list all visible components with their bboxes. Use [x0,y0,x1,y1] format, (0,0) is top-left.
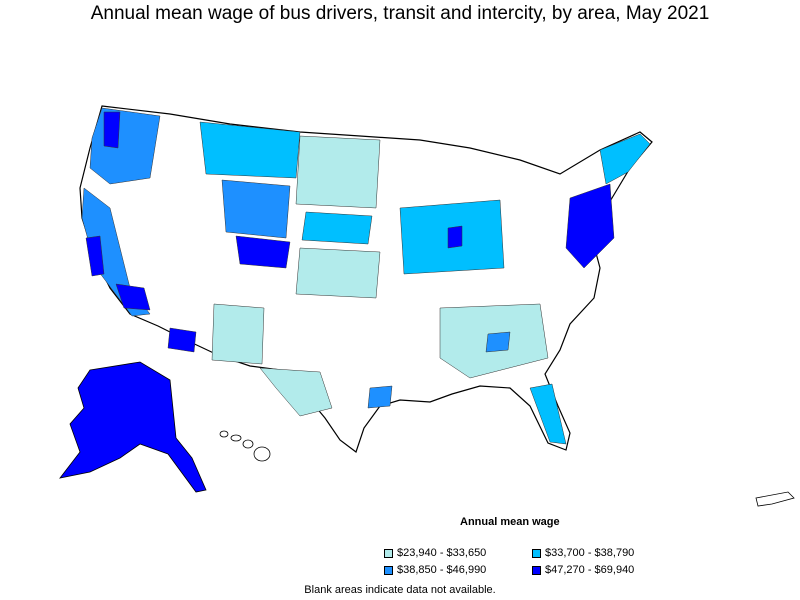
legend-swatch [532,565,541,575]
legend: Annual mean wage $23,940 - $33,650 $33,7… [384,516,664,576]
legend-item: $33,700 - $38,790 [532,547,664,559]
legend-label: $38,850 - $46,990 [397,564,487,576]
map-title: Annual mean wage of bus drivers, transit… [90,3,710,24]
legend-swatch [532,548,541,558]
hawaii-islands [219,430,271,462]
region-northeast [565,183,615,269]
legend-item: $38,850 - $46,990 [384,564,532,576]
region-kansas [295,247,381,299]
footnote: Blank areas indicate data not available. [304,584,496,596]
puerto-rico [755,491,795,507]
region-phoenix [167,327,197,353]
region-houston [367,385,393,409]
region-montana [199,121,301,179]
region-fills [81,107,651,445]
region-nebraska [301,211,373,245]
legend-label: $23,940 - $33,650 [397,547,487,559]
region-sf-bay [85,235,105,277]
region-california [81,187,151,317]
region-chicago [447,225,463,249]
legend-label: $33,700 - $38,790 [545,547,635,559]
region-florida [529,383,567,445]
region-new-england [599,133,651,185]
legend-label: $47,270 - $69,940 [545,564,635,576]
region-wyoming [221,179,291,239]
legend-item: $47,270 - $69,940 [532,564,664,576]
region-atlanta [485,331,511,353]
region-new-mexico [211,303,265,365]
region-northwest [89,107,161,185]
region-dakotas [295,135,381,209]
region-texas-west [259,367,333,417]
legend-swatch [384,548,393,558]
region-seattle [103,111,121,149]
region-los-angeles [115,283,151,311]
alaska-region [59,361,207,493]
us-choropleth-map [59,105,795,507]
legend-title: Annual mean wage [460,516,560,528]
region-denver [235,235,291,269]
legend-item: $23,940 - $33,650 [384,547,532,559]
legend-swatch [384,565,393,575]
